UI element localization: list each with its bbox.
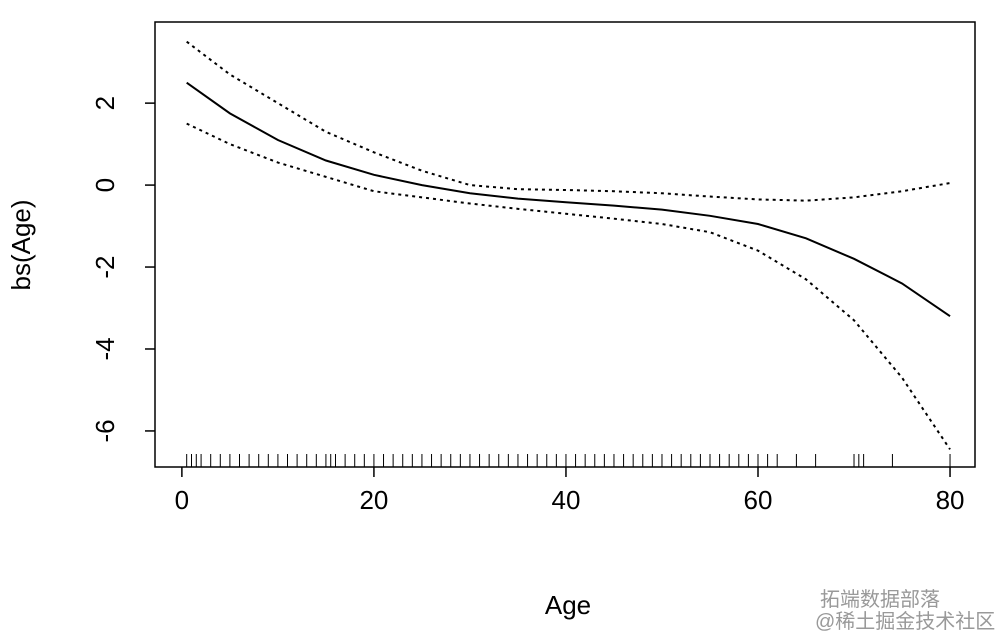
x-axis-label: Age [545,590,591,620]
y-axis-label: bs(Age) [6,199,36,290]
series-line [186,40,951,202]
y-tick-label: 2 [90,96,120,110]
x-tick-label: 20 [359,485,388,515]
series-line [186,81,951,318]
x-tick-label: 0 [175,485,189,515]
watermark: @稀土掘金技术社区 [815,610,995,633]
y-tick-label: -2 [90,255,120,278]
x-tick-label: 40 [551,485,580,515]
series-line [186,122,951,450]
x-tick-label: 80 [936,485,965,515]
y-tick-label: -4 [90,337,120,360]
watermark: 拓端数据部落 [820,588,940,611]
y-tick-label: 0 [90,178,120,192]
x-tick-label: 60 [744,485,773,515]
plot-frame [154,21,976,468]
y-tick-label: -6 [90,419,120,442]
